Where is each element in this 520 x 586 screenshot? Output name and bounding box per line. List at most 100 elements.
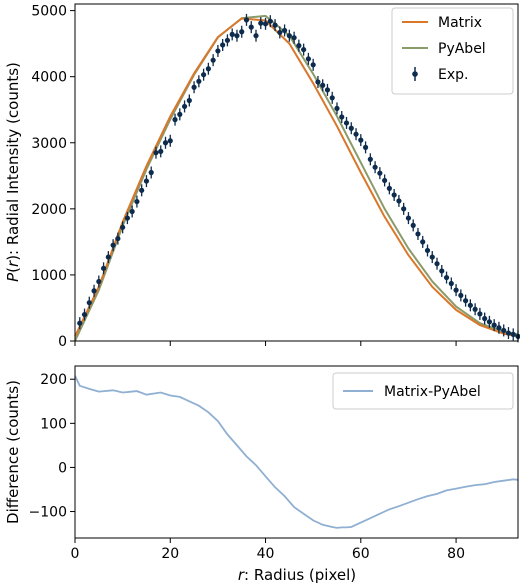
exp-data-point	[129, 208, 135, 215]
exp-data-point	[501, 327, 507, 334]
exp-data-point	[248, 24, 254, 30]
legend-pyabel-label: PyAbel	[438, 41, 486, 57]
exp-data-point	[148, 169, 154, 176]
exp-data-point	[362, 144, 369, 150]
x-axis-label: r: Radius (pixel)	[238, 566, 356, 584]
exp-data-point	[191, 84, 197, 90]
exp-data-point	[334, 105, 340, 112]
intensity-y-tick-label: 4000	[31, 70, 67, 86]
exp-data-point	[181, 103, 188, 110]
difference-y-tick-label: −100	[29, 505, 67, 521]
intensity-legend: Matrix PyAbel Exp.	[391, 7, 514, 95]
difference-y-axis-label: Difference (counts)	[4, 380, 22, 524]
exp-data-point	[201, 72, 207, 78]
exp-data-point	[482, 315, 488, 322]
exp-data-point	[77, 320, 83, 326]
difference-legend: Matrix-PyAbel	[332, 372, 514, 410]
exp-data-point	[210, 57, 216, 63]
exp-data-point	[510, 331, 516, 337]
exp-data-point	[258, 20, 264, 26]
exp-data-point	[177, 111, 183, 117]
exp-data-point	[162, 140, 169, 146]
exp-data-point	[120, 224, 126, 230]
legend-exp-marker	[412, 71, 418, 77]
intensity-axes-frame	[74, 3, 519, 342]
intensity-panel: 0 1000 2000 3000 4000 5000 P(r): Radial Inten…	[4, 3, 520, 350]
exp-data-point	[291, 35, 297, 41]
exp-data-point	[310, 62, 316, 68]
exp-data-point	[229, 31, 235, 37]
exp-data-point	[272, 22, 278, 28]
exp-data-point	[458, 292, 464, 299]
exp-data-point	[281, 27, 288, 34]
exp-data-point	[420, 239, 426, 245]
exp-data-point	[358, 137, 364, 143]
exp-data-point	[172, 117, 178, 123]
exp-data-point	[277, 29, 283, 36]
exp-data-point	[348, 125, 354, 131]
exp-data-point	[96, 278, 102, 285]
exp-data-point	[81, 311, 88, 318]
exp-data-point	[239, 29, 245, 35]
exp-data-point	[339, 114, 345, 120]
exp-data-point	[153, 150, 159, 156]
exp-data-point	[115, 235, 121, 242]
intensity-y-tick-label: 5000	[31, 4, 67, 20]
difference-x-tick-label: 20	[161, 546, 179, 562]
exp-data-point	[434, 261, 440, 267]
difference-axes-frame	[74, 365, 519, 539]
exp-data-point	[505, 330, 512, 336]
exp-data-point	[320, 82, 326, 88]
exp-data-point	[224, 37, 231, 43]
exp-data-point	[134, 198, 140, 205]
exp-data-point	[439, 268, 445, 274]
exp-data-point	[463, 298, 469, 304]
exp-data-point	[382, 177, 388, 184]
difference-line	[74, 375, 519, 529]
exp-data-point	[453, 287, 459, 293]
exp-data-point	[286, 33, 292, 39]
difference-x-tick-label: 0	[71, 546, 80, 562]
exp-data-point	[329, 95, 335, 101]
exp-data-point	[91, 288, 97, 294]
exp-data-point	[243, 17, 250, 23]
difference-x-tick-label: 60	[352, 546, 370, 562]
exp-data-point	[477, 311, 483, 317]
exp-data-point	[105, 254, 111, 260]
exp-data-point	[305, 56, 312, 62]
difference-panel: 0 20 40 60 80 −100 0 100 200 Difference (counts)…	[4, 365, 519, 584]
intensity-y-axis-label: P(r): Radial Intensity (counts)	[4, 62, 22, 282]
matrix-line	[74, 17, 519, 338]
exp-data-point	[415, 231, 421, 237]
exp-data-point	[467, 302, 473, 308]
legend-exp-label: Exp.	[438, 67, 468, 83]
exp-data-point	[401, 206, 407, 212]
exp-data-point	[443, 274, 450, 281]
exp-data-point	[262, 21, 269, 27]
legend-matrix-label: Matrix	[438, 15, 482, 31]
pyabel-line	[74, 14, 519, 342]
intensity-y-tick-label: 2000	[31, 202, 67, 218]
exp-data-point	[391, 192, 397, 198]
difference-y-tick-label: 100	[40, 416, 67, 432]
exp-data-point	[296, 43, 302, 49]
exp-data-point	[167, 138, 173, 144]
exp-data-point	[448, 280, 454, 287]
exp-data-point	[367, 156, 373, 162]
exp-data-point	[343, 120, 350, 126]
exp-data-point	[186, 97, 192, 104]
exp-data-point	[372, 164, 378, 170]
exp-data-point	[196, 78, 202, 84]
exp-data-point	[220, 42, 226, 48]
exp-data-point	[496, 325, 502, 331]
difference-y-tick-label: 200	[40, 372, 67, 388]
exp-data-point	[324, 87, 331, 93]
exp-data-point	[491, 322, 497, 328]
legend-box	[332, 372, 514, 410]
exp-data-point	[205, 66, 211, 72]
exp-data-point	[139, 187, 145, 193]
difference-x-tick-label: 40	[257, 546, 275, 562]
exp-data-point	[424, 247, 431, 254]
exp-data-point	[429, 254, 435, 260]
